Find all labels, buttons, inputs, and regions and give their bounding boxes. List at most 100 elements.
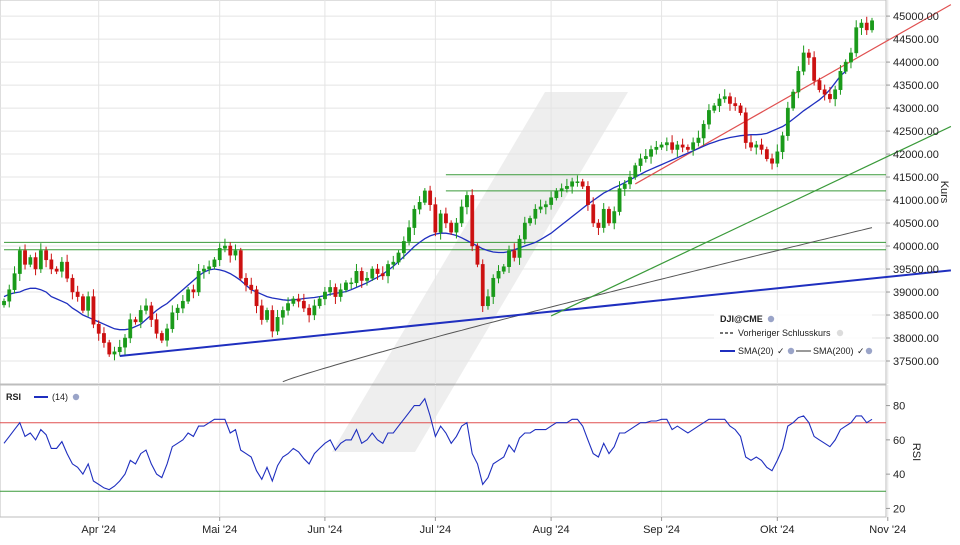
- trendline-support-blue: [119, 269, 952, 357]
- candle-body: [454, 222, 459, 233]
- candle-body: [159, 333, 164, 341]
- legend-sma20-settings-icon[interactable]: [787, 347, 795, 355]
- candle-body: [428, 190, 433, 205]
- candle-body: [412, 208, 417, 228]
- candle-body: [843, 61, 848, 72]
- candle-body: [380, 273, 385, 277]
- candle-body: [633, 165, 638, 178]
- candle-body: [864, 22, 869, 31]
- candle-body: [422, 190, 427, 203]
- candle-body: [438, 213, 443, 233]
- legend-sma200-check-icon[interactable]: ✓: [857, 346, 865, 356]
- candle-body: [49, 259, 54, 270]
- candle-body: [691, 142, 696, 150]
- price-tick-label: 41000.00: [893, 195, 939, 207]
- candle-body: [491, 277, 496, 297]
- candle-body: [554, 190, 559, 199]
- candle-body: [323, 291, 327, 300]
- candle-body: [722, 96, 727, 100]
- candle-body: [612, 211, 617, 224]
- candle-body: [749, 142, 753, 148]
- candle-body: [54, 268, 59, 272]
- candle-body: [838, 71, 843, 90]
- candle-body: [791, 91, 796, 109]
- rsi-legend-settings-icon[interactable]: [72, 393, 80, 401]
- sma20-line: [3, 70, 847, 331]
- rsi-line: [3, 397, 873, 491]
- candle-body: [712, 105, 717, 111]
- candle-body: [754, 144, 759, 148]
- candle-body: [522, 222, 527, 240]
- legend-sma200-label: SMA(200): [813, 346, 854, 356]
- candle-body: [707, 110, 711, 125]
- rsi-y-axis: 20 40 60 80: [886, 401, 905, 515]
- candle-body: [107, 342, 112, 355]
- candle-body: [559, 188, 564, 192]
- legend-sma200-settings-icon[interactable]: [865, 347, 873, 355]
- candle-body: [170, 312, 175, 330]
- legend-symbol: DJI@CME: [720, 314, 763, 324]
- candle-body: [138, 310, 143, 323]
- candle-body: [459, 206, 464, 224]
- candle-body: [444, 213, 448, 224]
- candle-body: [849, 52, 853, 63]
- candle-body: [764, 149, 769, 159]
- sma200-line: [282, 227, 873, 383]
- candle-body: [433, 204, 438, 233]
- candle-body: [806, 52, 811, 58]
- candle-body: [770, 158, 774, 164]
- candle-body: [349, 282, 354, 285]
- candle-body: [812, 57, 817, 81]
- candle-body: [375, 268, 380, 274]
- candle-body: [528, 218, 532, 224]
- candle-body: [81, 296, 85, 311]
- x-tick-label: Apr '24: [81, 524, 116, 536]
- x-tick-label: Mai '24: [202, 524, 237, 536]
- candle-body: [244, 277, 248, 286]
- price-tick-label: 44500.00: [893, 34, 939, 46]
- candle-body: [801, 52, 806, 72]
- candle-body: [817, 80, 822, 90]
- candle-body: [501, 266, 506, 272]
- price-legend: DJI@CME Vorheriger Schlusskurs SMA(20) ✓…: [714, 310, 873, 358]
- candle-body: [317, 298, 322, 307]
- candle-body: [133, 319, 138, 323]
- candle-body: [396, 252, 401, 263]
- price-tick-label: 39000.00: [893, 287, 939, 299]
- candle-body: [675, 144, 680, 150]
- legend-prev-close-icon[interactable]: [836, 329, 844, 337]
- candle-body: [470, 195, 475, 247]
- candle-body: [538, 206, 543, 210]
- candle-body: [607, 208, 611, 224]
- candle-body: [207, 266, 212, 270]
- rsi-tick-label: 40: [893, 469, 905, 481]
- legend-symbol-info-icon[interactable]: [767, 315, 775, 323]
- price-tick-label: 41500.00: [893, 172, 939, 184]
- candle-body: [533, 208, 538, 219]
- candle-body: [328, 287, 333, 293]
- candle-body: [401, 241, 406, 254]
- candle-body: [591, 204, 596, 224]
- candle-body: [307, 307, 312, 316]
- candle-body: [154, 319, 159, 334]
- x-tick-label: Aug '24: [533, 524, 570, 536]
- candle-body: [96, 323, 101, 334]
- candle-body: [486, 296, 490, 307]
- price-tick-label: 43500.00: [893, 80, 939, 92]
- legend-sma20-check-icon[interactable]: ✓: [777, 346, 785, 356]
- price-y-axis: 37500.00 38000.00 38500.00 39000.00 39500.00…: [886, 11, 939, 368]
- candle-body: [870, 20, 874, 31]
- candle-body: [112, 351, 117, 355]
- candle-body: [365, 277, 369, 281]
- candle-body: [238, 250, 243, 279]
- candle-body: [75, 291, 80, 297]
- candle-body: [38, 250, 43, 270]
- candle-body: [696, 137, 701, 143]
- candle-body: [586, 186, 590, 205]
- candle-body: [333, 287, 338, 297]
- candle-body: [212, 259, 217, 267]
- x-tick-label: Jul '24: [420, 524, 451, 536]
- candle-body: [359, 271, 364, 281]
- candle-body: [149, 305, 154, 320]
